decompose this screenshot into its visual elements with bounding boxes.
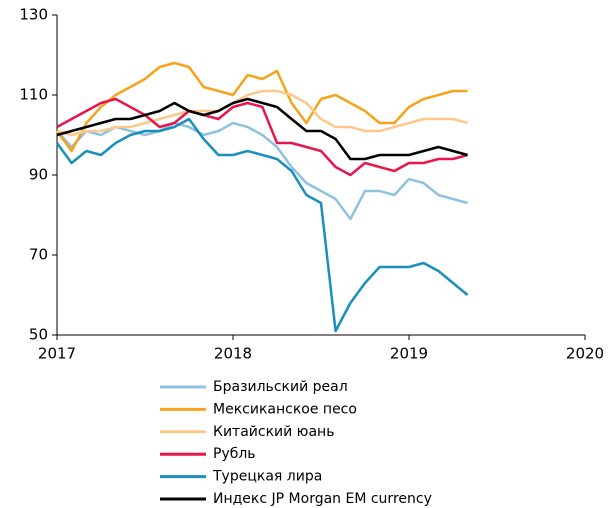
x-tick-label: 2017 bbox=[38, 345, 76, 363]
series-line bbox=[55, 117, 469, 333]
series-line bbox=[56, 97, 468, 177]
y-tick-label: 90 bbox=[29, 166, 48, 184]
legend-label: Турецкая лира bbox=[212, 469, 322, 485]
y-tick-label: 110 bbox=[19, 86, 48, 104]
series-line bbox=[56, 121, 468, 221]
legend-label: Рубль bbox=[213, 446, 256, 462]
legend-label: Китайский юань bbox=[213, 424, 334, 440]
x-tick-label: 2019 bbox=[390, 345, 428, 363]
legend-label: Бразильский реал bbox=[213, 379, 348, 395]
y-tick-label: 130 bbox=[19, 6, 48, 24]
legend-label: Индекс JP Morgan EM currency bbox=[213, 491, 432, 507]
legend-label: Мексиканское песо bbox=[213, 401, 357, 417]
x-tick-label: 2018 bbox=[214, 345, 252, 363]
series-line bbox=[55, 61, 468, 153]
y-tick-label: 70 bbox=[29, 246, 48, 264]
x-tick-label: 2020 bbox=[566, 345, 604, 363]
series-line bbox=[56, 89, 468, 137]
y-tick-label: 50 bbox=[29, 326, 48, 344]
series-line bbox=[56, 97, 468, 161]
